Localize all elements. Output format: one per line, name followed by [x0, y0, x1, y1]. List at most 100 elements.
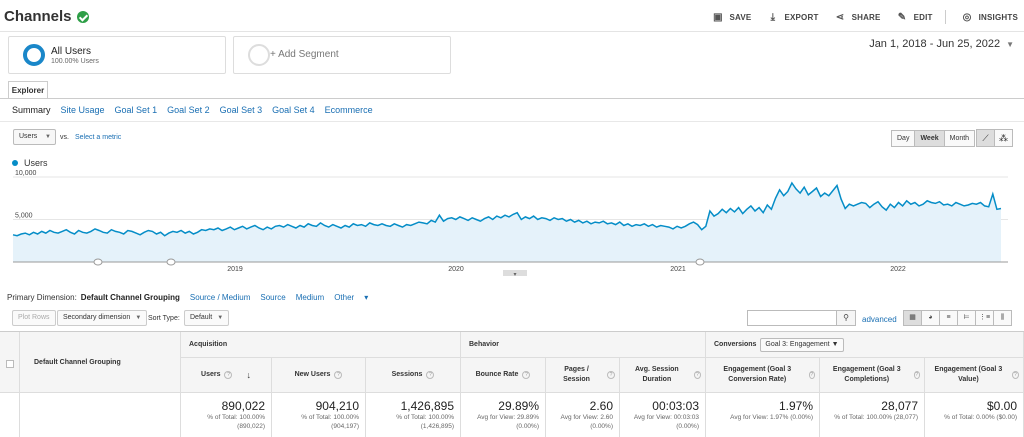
column-header-engagement-goal-3-value[interactable]: Engagement (Goal 3 Value)? [925, 358, 1024, 393]
goal-select-dropdown[interactable]: Goal 3: Engagement ▼ [760, 337, 844, 352]
chevron-down-icon: ▼ [1006, 39, 1014, 49]
column-header-avg-session-duration[interactable]: Avg. Session Duration? [620, 358, 706, 393]
period-month-button[interactable]: Month [943, 130, 976, 147]
subtab-ecommerce[interactable]: Ecommerce [324, 105, 373, 115]
table-toolbar: Plot Rows Secondary dimension ▼ Sort Type… [0, 306, 1024, 331]
advanced-filter-link[interactable]: advanced [862, 315, 897, 324]
subtab-site-usage[interactable]: Site Usage [60, 105, 105, 115]
share-button[interactable]: ⋖ SHARE [835, 11, 881, 23]
total-cell: 1,426,895% of Total: 100.00% (1,426,895) [366, 393, 461, 437]
term-cloud-view-icon[interactable]: ⋮≡ [975, 310, 994, 326]
help-icon[interactable]: ? [913, 371, 920, 379]
dimension-other[interactable]: Other ▾ [334, 293, 369, 302]
subtab-goal-set-1[interactable]: Goal Set 1 [114, 105, 158, 115]
search-icon[interactable]: ⚲ [836, 310, 856, 326]
motion-chart-icon[interactable]: ⁂ [994, 129, 1013, 147]
x-tick-label: 2022 [890, 266, 906, 273]
performance-view-icon[interactable]: ≡ [939, 310, 958, 326]
conversions-group-header: Conversions Goal 3: Engagement ▼ [706, 332, 1024, 358]
dimension-medium[interactable]: Medium [295, 293, 325, 302]
secondary-dimension-select[interactable]: Secondary dimension ▼ [57, 310, 148, 326]
total-comparison-detail: (1,426,895) [420, 423, 454, 430]
period-week-button[interactable]: Week [914, 130, 945, 147]
save-button[interactable]: ▣ SAVE [713, 11, 752, 23]
dimension-source[interactable]: Source [260, 293, 286, 302]
column-header-new-users[interactable]: New Users? [272, 358, 366, 393]
share-icon: ⋖ [835, 11, 845, 23]
total-comparison: Avg for View: 2.60 [560, 414, 613, 421]
column-header-engagement-goal-3-conversion-rate[interactable]: Engagement (Goal 3 Conversion Rate)? [706, 358, 820, 393]
help-icon[interactable]: ? [693, 371, 701, 379]
metric-selector[interactable]: Users ▼ [13, 129, 56, 145]
segment-percentage: 100.00% Users [51, 58, 99, 65]
header-divider [944, 10, 946, 24]
help-icon[interactable]: ? [808, 371, 815, 379]
subtab-summary[interactable]: Summary [12, 105, 51, 115]
export-button[interactable]: ⤓ EXPORT [767, 12, 819, 23]
users-line-chart[interactable]: 10,000 5,000 2019 2020 2021 2022 ▾ [0, 168, 1024, 276]
sort-descending-icon[interactable]: ↓ [246, 370, 251, 380]
total-comparison: % of Total: 100.00% [207, 414, 265, 421]
help-icon[interactable]: ? [334, 371, 343, 379]
total-value: 1,426,895 [400, 399, 454, 413]
total-comparison-detail: (890,022) [237, 423, 265, 430]
column-header-engagement-goal-3-completions[interactable]: Engagement (Goal 3 Completions)? [820, 358, 925, 393]
insights-icon: ◎ [962, 11, 972, 23]
annotation-marker [166, 258, 176, 266]
subtab-goal-set-2[interactable]: Goal Set 2 [167, 105, 210, 115]
table-view-buttons: ▦ ◕ ≡ ⊨ ⋮≡ ⫼ [903, 310, 1012, 326]
header-actions: ▣ SAVE ⤓ EXPORT ⋖ SHARE ✎ EDIT ◎ INSIGHTS [696, 10, 1018, 24]
subtab-goal-set-3[interactable]: Goal Set 3 [219, 105, 263, 115]
help-icon[interactable]: ? [426, 371, 435, 379]
select-all-checkbox[interactable] [6, 360, 14, 368]
tab-explorer[interactable]: Explorer [8, 81, 48, 99]
total-cell: 1.97% Avg for View: 1.97% (0.00%) [706, 393, 820, 437]
pencil-icon: ✎ [897, 11, 907, 23]
report-table: Default Channel Grouping Acquisition Beh… [0, 331, 1024, 437]
total-value: 00:03:03 [652, 399, 699, 413]
chart-collapse-handle [503, 270, 527, 276]
total-comparison: Avg for View: 1.97% (0.00%) [730, 414, 813, 421]
insights-button[interactable]: ◎ INSIGHTS [962, 11, 1018, 23]
help-icon[interactable]: ? [522, 371, 531, 379]
users-series-line [12, 181, 1002, 237]
pie-view-icon[interactable]: ◕ [921, 310, 940, 326]
total-comparison-detail: (904,197) [331, 423, 359, 430]
pivot-view-icon[interactable]: ⫼ [993, 310, 1012, 326]
line-chart-icon[interactable]: ⟋ [976, 129, 995, 147]
annotation-marker [695, 258, 705, 266]
help-icon[interactable]: ? [607, 371, 615, 379]
total-cell: 29.89% Avg for View: 29.89% (0.00%) [461, 393, 546, 437]
table-search-input[interactable] [747, 310, 837, 326]
segment-all-users[interactable]: All Users 100.00% Users [8, 36, 226, 74]
legend-label: Users [24, 158, 48, 168]
column-header-bounce-rate[interactable]: Bounce Rate? [461, 358, 546, 393]
subtab-goal-set-4[interactable]: Goal Set 4 [272, 105, 315, 115]
total-comparison: % of Total: 100.00% [301, 414, 359, 421]
period-day-button[interactable]: Day [891, 130, 916, 147]
page-title: Channels [4, 8, 89, 25]
add-segment-label: + Add Segment [270, 49, 339, 60]
total-comparison: % of Total: 100.00% (28,077) [834, 414, 918, 421]
data-table-view-icon[interactable]: ▦ [903, 310, 922, 326]
total-value: 1.97% [778, 399, 813, 413]
date-range-picker[interactable]: Jan 1, 2018 - Jun 25, 2022 ▼ [869, 38, 1014, 50]
help-icon[interactable]: ? [1011, 371, 1019, 379]
dimension-column-header[interactable]: Default Channel Grouping [20, 332, 181, 393]
column-header-pages-session[interactable]: Pages / Session? [546, 358, 620, 393]
sort-type-select[interactable]: Default ▼ [184, 310, 230, 326]
edit-button[interactable]: ✎ EDIT [897, 11, 933, 23]
total-cell: $0.00% of Total: 0.00% ($0.00) [925, 393, 1024, 437]
column-header-users[interactable]: Users? ↓ [181, 358, 272, 393]
column-header-sessions[interactable]: Sessions? [366, 358, 461, 393]
select-metric-link[interactable]: Select a metric [75, 134, 122, 141]
total-comparison-detail: (0.00%) [516, 423, 539, 430]
add-segment-button[interactable]: + Add Segment [233, 36, 451, 74]
empty-segment-circle-icon [248, 44, 270, 66]
total-comparison: % of Total: 0.00% ($0.00) [944, 414, 1017, 421]
plot-rows-button[interactable]: Plot Rows [12, 310, 56, 326]
help-icon[interactable]: ? [224, 371, 233, 379]
comparison-view-icon[interactable]: ⊨ [957, 310, 976, 326]
dimension-source-medium[interactable]: Source / Medium [189, 293, 251, 302]
dimension-default-channel-grouping: Default Channel Grouping [80, 293, 180, 302]
